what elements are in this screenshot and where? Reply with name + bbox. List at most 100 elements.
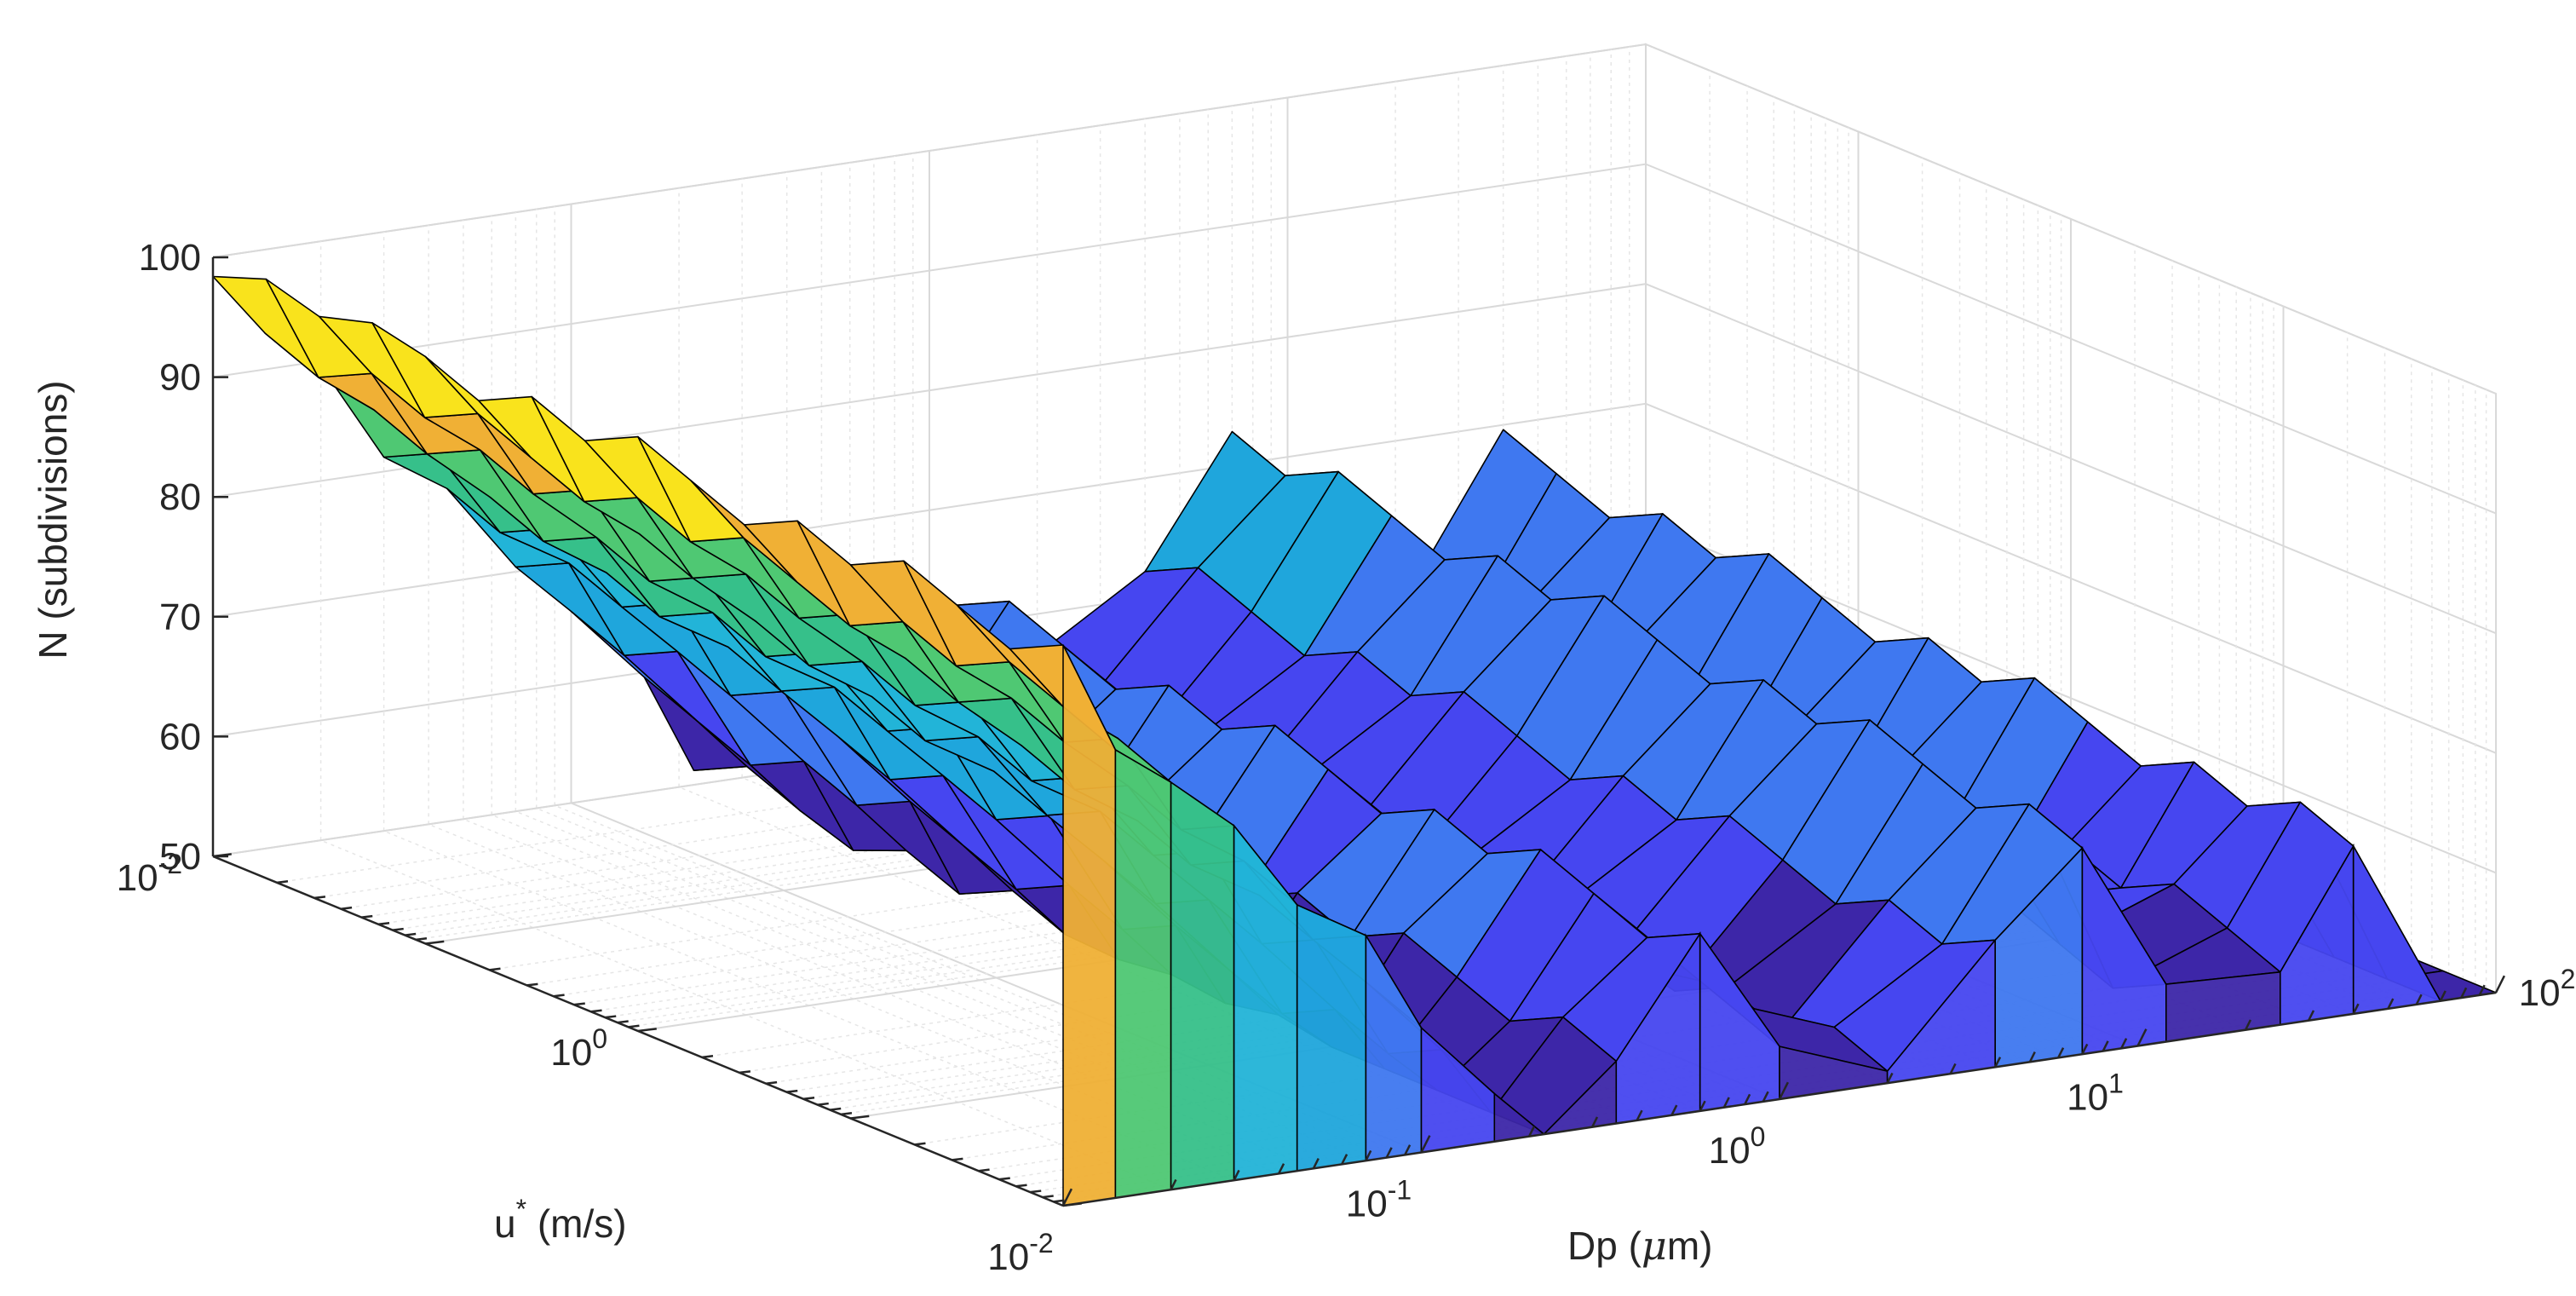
y-tick [489,967,501,971]
x-tick [1949,1063,1957,1074]
x-axis-title-suffix: m) [1667,1224,1713,1268]
y-axis-title-sup: * [516,1194,526,1224]
y-tick [590,1009,602,1013]
x-tick [1527,1126,1536,1138]
x-tick [2494,975,2506,994]
x-tick-base: 10 [987,1236,1029,1278]
surface-skirt [1114,748,1172,1199]
x-tick [1365,1149,1372,1161]
x-tick [1404,1144,1412,1155]
x-tick [1744,1093,1751,1105]
x-tick-base: 10 [1346,1184,1388,1225]
x-tick [1385,1147,1393,1159]
x-tick-base: 10 [2519,972,2561,1014]
z-tick-label: 50 [159,836,201,878]
x-tick [1233,1169,1240,1181]
x-tick [2478,984,2486,996]
x-tick [2439,990,2447,1002]
x-tick [1994,1057,2002,1068]
x-tick-base: 10 [2067,1077,2108,1119]
y-tick [817,1102,829,1106]
surface-skirt [2165,971,2281,1043]
x-tick [1778,1081,1790,1100]
z-tick-label: 70 [159,596,201,638]
x-tick-base: 10 [1709,1130,1751,1172]
y-tick [952,1157,963,1161]
x-tick-label: 10-1 [1346,1175,1412,1225]
axis-labels: N (subdivisions) u* (m/s) Dp (μm) [31,380,1712,1269]
x-tick [1762,1091,1769,1103]
z-tick-label: 80 [159,476,201,518]
x-tick [1670,1104,1678,1116]
x-tick-exp: 2 [2561,964,2576,994]
x-tick [1699,1100,1706,1112]
y-axis-title-rest: (m/s) [526,1201,627,1246]
x-tick [1278,1163,1285,1174]
x-tick-exp: -1 [1388,1175,1412,1206]
x-tick [2057,1047,2065,1058]
y-tick [377,921,390,926]
y-tick [212,853,232,858]
x-tick [1341,1154,1348,1165]
y-tick [526,982,538,987]
y-tick [786,1089,798,1093]
x-tick [2028,1051,2036,1063]
x-tick-exp: 1 [2108,1068,2124,1099]
y-tick [405,932,417,936]
y-tick [605,1015,617,1019]
surface-skirt [1296,903,1367,1172]
x-tick-label: 102 [2519,964,2576,1014]
z-tick-label: 90 [159,357,201,399]
x-tick [2102,1040,2109,1052]
y-tick [617,1020,629,1024]
z-tick-label: 100 [139,237,201,279]
x-tick [2081,1043,2089,1055]
y-tick [425,940,445,945]
y-tick [802,1096,815,1101]
y-tick [573,1002,585,1006]
y-tick-base: 10 [550,1032,592,1074]
x-tick-label: 100 [1709,1121,1766,1172]
surface-skirt [2352,843,2442,1015]
x-tick-exp: -2 [1029,1228,1053,1259]
x-tick [1312,1158,1320,1169]
x-tick [2244,1019,2252,1031]
y-tick [276,880,289,884]
y-tick [850,1115,870,1120]
x-axis-title: Dp (μm) [1567,1223,1712,1269]
y-tick-label: 100 [550,1023,607,1074]
y-tick [361,914,373,919]
x-tick [2120,1038,2128,1049]
y-tick [840,1112,853,1116]
y-tick [553,994,565,998]
z-axis-title: N (subdivisions) [31,380,75,659]
y-tick [998,1177,1010,1181]
x-tick-label: 10-2 [987,1228,1053,1278]
x-axis-title-mu: μ [1642,1223,1667,1269]
x-tick [1591,1116,1599,1128]
y-tick [1030,1189,1042,1194]
x-tick [1886,1072,1894,1084]
x-tick [1061,1188,1073,1207]
y-tick-exp: -2 [158,849,182,879]
y-tick [628,1024,640,1028]
x-axis-title-prefix: Dp ( [1567,1224,1642,1268]
x-tick [1722,1097,1730,1109]
y-tick [341,906,353,910]
y-tick [1062,1202,1082,1207]
y-axis-title-base: u [494,1201,516,1246]
y-tick [392,927,404,931]
y-tick-base: 10 [117,857,158,899]
x-tick [1170,1178,1177,1190]
x-tick [2415,994,2423,1005]
surface [212,275,2497,1207]
x-tick [1636,1109,1643,1121]
y-tick [766,1080,778,1085]
y-tick [739,1070,751,1074]
x-tick [2352,1003,2360,1015]
z-tick-label: 60 [159,716,201,757]
y-tick [701,1055,714,1059]
z-gridline [212,43,2497,395]
